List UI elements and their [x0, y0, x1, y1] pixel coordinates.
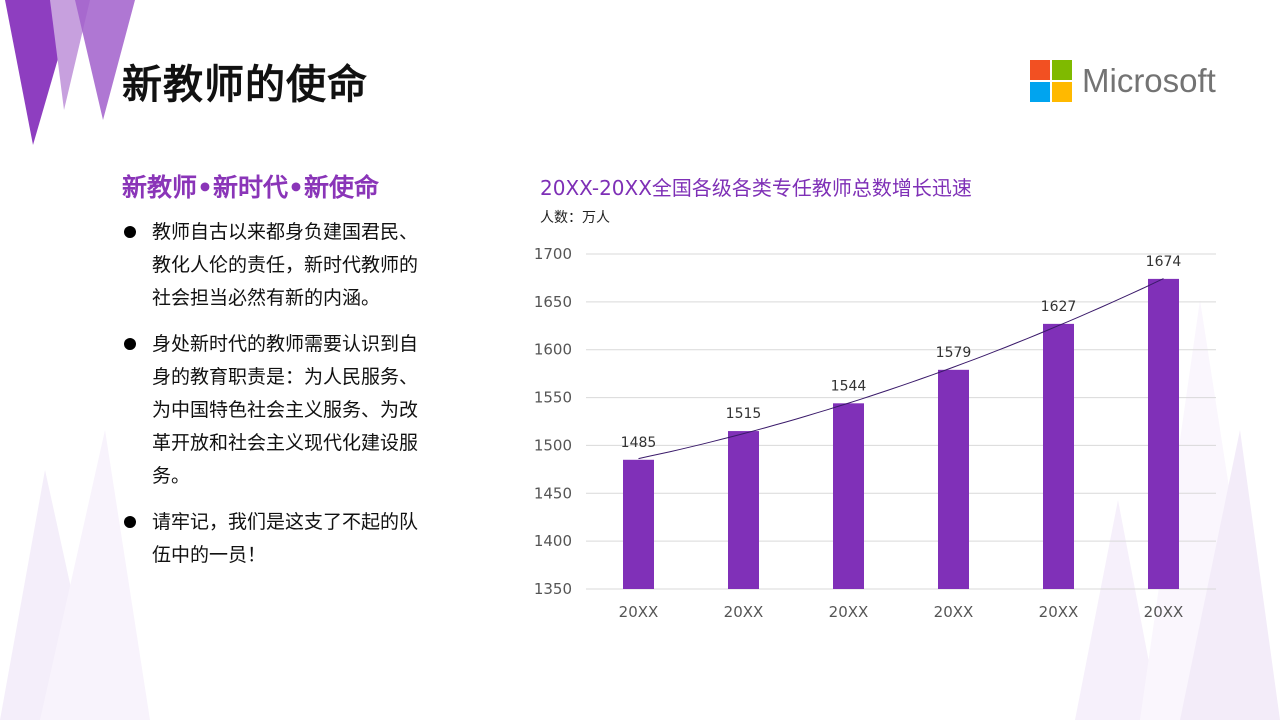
- microsoft-logo: Microsoft: [1030, 60, 1216, 102]
- y-tick-label: 1350: [534, 580, 572, 598]
- data-label: 1674: [1146, 254, 1182, 270]
- data-label: 1515: [726, 406, 762, 422]
- logo-square: [1030, 60, 1050, 80]
- y-tick-label: 1600: [534, 341, 572, 359]
- data-label: 1485: [621, 435, 657, 451]
- y-tick-label: 1650: [534, 293, 572, 311]
- bar-chart: 1350 1400 1450 1500 1550 1600 1650 1700 1485 20XX…: [534, 245, 1216, 621]
- page-title: 新教师的使命: [122, 62, 368, 108]
- y-tick-label: 1400: [534, 532, 572, 550]
- bullet-dot-icon: [124, 338, 136, 350]
- trendline: [638, 278, 1164, 460]
- x-tick-label: 20XX: [1039, 603, 1079, 621]
- x-tick-label: 20XX: [724, 603, 764, 621]
- bullet-item: 身处新时代的教师需要认识到自身的教育职责是：为人民服务、为中国特色社会主义服务、…: [122, 328, 422, 493]
- bar: [833, 403, 864, 589]
- logo-square: [1052, 82, 1072, 102]
- bullet-dot-icon: [124, 226, 136, 238]
- data-label: 1579: [936, 345, 972, 361]
- data-label: 1627: [1041, 299, 1077, 315]
- bar: [623, 459, 654, 589]
- bar: [938, 369, 969, 589]
- logo-text: Microsoft: [1082, 62, 1216, 99]
- y-tick-label: 1550: [534, 389, 572, 407]
- chart-title: 20XX-20XX全国各级各类专任教师总数增长迅速: [540, 176, 972, 200]
- bullet-text: 身处新时代的教师需要认识到自身的教育职责是：为人民服务、为中国特色社会主义服务、…: [152, 333, 419, 487]
- data-label: 1544: [831, 378, 867, 394]
- section-subtitle: 新教师•新时代•新使命: [122, 173, 379, 202]
- y-tick-label: 1700: [534, 245, 572, 263]
- x-tick-label: 20XX: [829, 603, 869, 621]
- bullet-list: 教师自古以来都身负建国君民、教化人伦的责任，新时代教师的社会担当必然有新的内涵。…: [122, 216, 422, 585]
- chart-unit-label: 人数：万人: [540, 210, 610, 226]
- bullet-text: 教师自古以来都身负建国君民、教化人伦的责任，新时代教师的社会担当必然有新的内涵。: [152, 221, 419, 309]
- bullet-text: 请牢记，我们是这支了不起的队伍中的一员！: [152, 511, 419, 566]
- x-tick-label: 20XX: [619, 603, 659, 621]
- x-tick-label: 20XX: [934, 603, 974, 621]
- logo-square: [1052, 60, 1072, 80]
- y-tick-label: 1500: [534, 436, 572, 454]
- bullet-item: 教师自古以来都身负建国君民、教化人伦的责任，新时代教师的社会担当必然有新的内涵。: [122, 216, 422, 315]
- bar: [728, 431, 759, 589]
- bullet-dot-icon: [124, 516, 136, 528]
- bar: [1043, 323, 1074, 589]
- y-tick-label: 1450: [534, 484, 572, 502]
- bar: [1148, 278, 1179, 589]
- x-tick-label: 20XX: [1144, 603, 1184, 621]
- bullet-item: 请牢记，我们是这支了不起的队伍中的一员！: [122, 506, 422, 572]
- logo-square: [1030, 82, 1050, 102]
- windows-logo-icon: [1030, 60, 1072, 102]
